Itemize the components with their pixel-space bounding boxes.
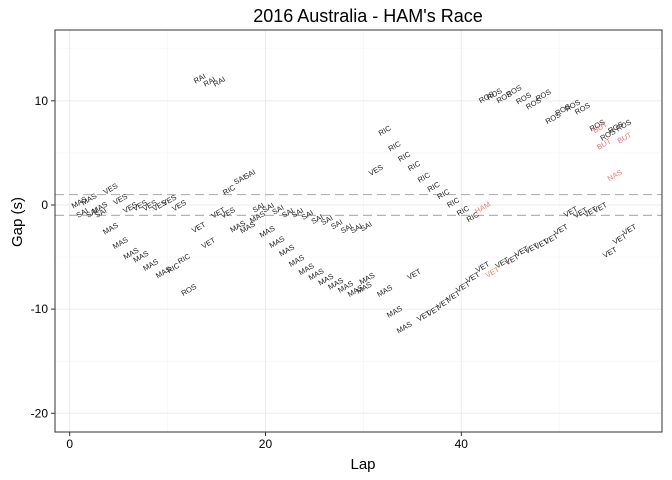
x-axis: 0 20 40	[66, 432, 468, 451]
grid	[55, 30, 662, 432]
y-tick-label: -10	[31, 302, 49, 316]
x-tick-label: 0	[66, 437, 73, 451]
y-axis-title: Gap (s)	[9, 197, 26, 247]
y-tick-label: 0	[41, 198, 48, 212]
x-tick-label: 20	[259, 437, 273, 451]
chart-title: 2016 Australia - HAM's Race	[253, 6, 483, 26]
x-axis-title: Lap	[350, 456, 375, 473]
y-axis: -20 -10 0 10	[31, 94, 55, 420]
y-tick-label: -20	[31, 406, 49, 420]
y-tick-label: 10	[35, 94, 49, 108]
x-tick-label: 40	[455, 437, 469, 451]
panel-border	[54, 29, 663, 433]
reference-lines	[55, 193, 662, 216]
